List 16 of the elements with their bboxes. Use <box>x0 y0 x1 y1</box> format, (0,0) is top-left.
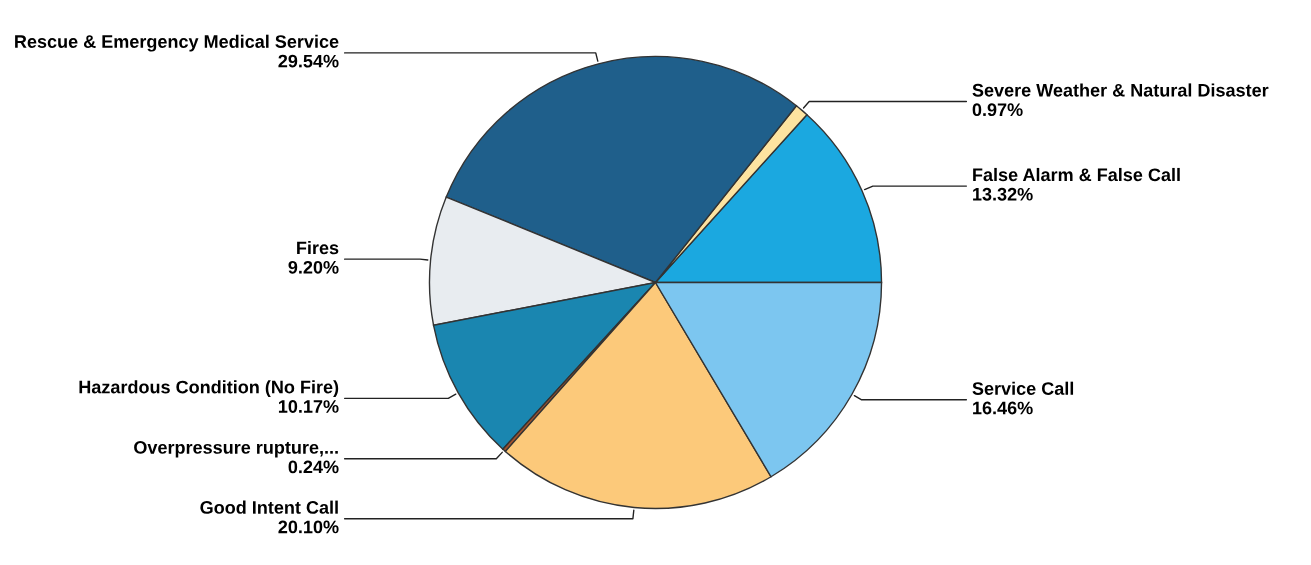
slice-label: Fires <box>297 240 339 255</box>
slice-label: Good Intent Call <box>200 500 338 514</box>
data-label: 9.20% <box>288 260 339 274</box>
slice-label: False Alarm & False Call <box>973 167 1180 182</box>
data-label: 16.46% <box>973 401 1033 415</box>
slice-label: Rescue & Emergency Medical Service <box>15 34 339 52</box>
data-label: 29.54% <box>278 54 339 68</box>
data-label: 0.24% <box>288 460 339 474</box>
slice-label: Hazardous Condition (No Fire) <box>79 380 339 398</box>
slice-label: Severe Weather & Natural Disaster <box>972 83 1269 97</box>
data-label: 20.10% <box>278 520 339 534</box>
slice-label: Service Call <box>972 381 1074 395</box>
data-label: 0.97% <box>972 103 1023 117</box>
slice-label: Overpressure rupture,... <box>134 441 338 458</box>
data-label: 10.17% <box>278 400 339 413</box>
data-label: 13.32% <box>973 187 1033 201</box>
